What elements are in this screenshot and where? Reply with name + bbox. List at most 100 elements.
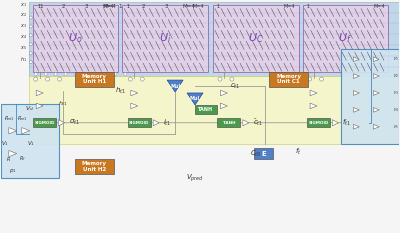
Text: $y_4$: $y_4$	[393, 106, 399, 114]
Text: $h_{t1}$: $h_{t1}$	[115, 86, 126, 96]
Polygon shape	[332, 120, 338, 126]
Polygon shape	[36, 103, 43, 109]
Circle shape	[218, 77, 222, 81]
FancyBboxPatch shape	[29, 76, 399, 144]
FancyBboxPatch shape	[213, 5, 299, 72]
Text: M=4: M=4	[183, 4, 196, 9]
Text: 3: 3	[85, 4, 88, 9]
Text: $\sigma_{t1}$: $\sigma_{t1}$	[68, 118, 80, 127]
FancyBboxPatch shape	[254, 148, 273, 159]
Polygon shape	[353, 57, 359, 62]
Polygon shape	[220, 90, 228, 96]
Text: $R$: $R$	[6, 154, 11, 163]
Text: $R_{m1}$: $R_{m1}$	[18, 114, 28, 123]
Text: $f_{t1}$: $f_{t1}$	[342, 118, 352, 128]
Circle shape	[84, 73, 87, 76]
Text: TANH: TANH	[223, 121, 235, 125]
Text: $h_{t1}$: $h_{t1}$	[58, 99, 68, 108]
Text: 1: 1	[37, 4, 40, 9]
Text: Memory
Unit H1: Memory Unit H1	[82, 74, 107, 85]
Circle shape	[34, 77, 38, 81]
FancyBboxPatch shape	[1, 104, 58, 178]
Circle shape	[94, 73, 97, 76]
Text: 1: 1	[118, 4, 122, 9]
Polygon shape	[373, 74, 379, 79]
Text: M=4: M=4	[192, 4, 204, 9]
Polygon shape	[22, 127, 30, 134]
Circle shape	[29, 61, 32, 64]
Text: TANH: TANH	[198, 107, 214, 112]
Text: M=4: M=4	[284, 4, 295, 9]
Circle shape	[104, 73, 107, 76]
Text: M=4: M=4	[103, 4, 114, 9]
Text: M=4: M=4	[374, 4, 385, 9]
Polygon shape	[373, 107, 379, 112]
Text: 2: 2	[142, 4, 145, 9]
Polygon shape	[9, 150, 17, 157]
Circle shape	[114, 73, 117, 76]
Polygon shape	[153, 120, 159, 126]
FancyBboxPatch shape	[307, 118, 330, 127]
Text: 1: 1	[127, 4, 130, 9]
FancyBboxPatch shape	[122, 5, 208, 72]
Text: $p_1$: $p_1$	[9, 168, 16, 175]
Polygon shape	[353, 74, 359, 79]
Text: Mul: Mul	[190, 96, 200, 101]
Text: $y_1$: $y_1$	[393, 55, 399, 63]
Text: E: E	[261, 151, 266, 157]
Text: $V_{pred}$: $V_{pred}$	[186, 173, 204, 184]
Text: Memory
Unit H2: Memory Unit H2	[82, 161, 107, 172]
Circle shape	[58, 77, 62, 81]
Circle shape	[29, 43, 32, 46]
Circle shape	[308, 77, 312, 81]
Polygon shape	[58, 120, 64, 126]
Text: SIGMOID: SIGMOID	[34, 121, 55, 125]
Circle shape	[140, 77, 144, 81]
FancyBboxPatch shape	[128, 118, 151, 127]
Text: $i_{t1}$: $i_{t1}$	[163, 118, 172, 128]
Polygon shape	[9, 127, 17, 134]
Circle shape	[74, 73, 77, 76]
Circle shape	[54, 73, 57, 76]
Text: 3: 3	[164, 4, 168, 9]
Circle shape	[320, 77, 324, 81]
Text: $y_5$: $y_5$	[393, 123, 399, 131]
Circle shape	[29, 16, 32, 19]
Text: $y_2$: $y_2$	[393, 72, 399, 80]
Text: $x_3$: $x_3$	[20, 23, 27, 31]
Circle shape	[34, 73, 37, 76]
Text: Memory
Unit C1: Memory Unit C1	[276, 74, 301, 85]
Circle shape	[44, 73, 47, 76]
Text: $V_d$: $V_d$	[25, 104, 34, 113]
Polygon shape	[36, 90, 43, 96]
Text: 2: 2	[62, 4, 65, 9]
Text: SIGMOID: SIGMOID	[308, 121, 329, 125]
Polygon shape	[220, 103, 228, 109]
Circle shape	[64, 73, 67, 76]
Polygon shape	[373, 57, 379, 62]
FancyBboxPatch shape	[29, 2, 399, 76]
Polygon shape	[373, 91, 379, 95]
FancyBboxPatch shape	[194, 105, 218, 114]
Text: $U_{C}$: $U_{C}$	[248, 31, 264, 45]
FancyBboxPatch shape	[218, 118, 240, 127]
FancyBboxPatch shape	[33, 118, 56, 127]
Text: $R_f$: $R_f$	[19, 154, 26, 163]
FancyBboxPatch shape	[269, 72, 308, 86]
Text: $U_{i}$: $U_{i}$	[159, 31, 171, 45]
Text: $x_4$: $x_4$	[20, 34, 27, 41]
Polygon shape	[187, 93, 203, 105]
Polygon shape	[353, 107, 359, 112]
Circle shape	[29, 25, 32, 28]
Circle shape	[128, 77, 132, 81]
FancyBboxPatch shape	[33, 5, 118, 72]
Text: $x_2$: $x_2$	[20, 12, 27, 20]
FancyBboxPatch shape	[75, 72, 114, 86]
Text: 1: 1	[216, 4, 220, 9]
Text: $R_{m1}$: $R_{m1}$	[4, 114, 14, 123]
Text: $\bar{c}_{t1}$: $\bar{c}_{t1}$	[253, 117, 263, 128]
Polygon shape	[167, 80, 183, 92]
Text: $U_{f}$: $U_{f}$	[338, 31, 352, 45]
Text: $y_3$: $y_3$	[393, 89, 399, 97]
Polygon shape	[373, 124, 379, 129]
